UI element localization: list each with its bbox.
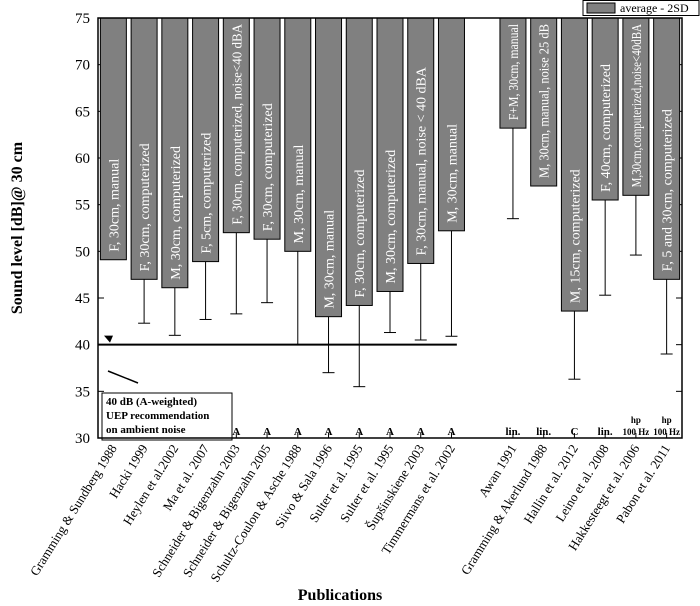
legend-label: average - 2SD (620, 1, 689, 15)
plot-frame (97, 17, 683, 439)
weighting-label: lin. (598, 426, 613, 438)
weighting-line: 100 Hz (653, 427, 680, 437)
weighting-label: A (447, 426, 455, 438)
bar-label: F, 30cm, manual (107, 159, 122, 252)
weighting-label: A (294, 426, 302, 438)
y-tick-label: 45 (75, 291, 90, 307)
y-tick-label: 55 (75, 198, 90, 214)
y-tick-label: 60 (75, 151, 90, 167)
annotation-text: UEP recommendation (106, 410, 209, 422)
weighting-label: A (386, 426, 394, 438)
bar (653, 17, 681, 280)
legend-swatch (586, 2, 616, 14)
y-tick-label: 30 (75, 431, 90, 447)
bar (253, 17, 281, 240)
bar-label: M, 30cm, manual (323, 210, 338, 309)
y-tick-label: 40 (75, 338, 90, 354)
bar (284, 17, 312, 252)
bar-label: F, 40cm, computerized (599, 64, 614, 192)
x-tick-label: Gramming & Sundberg 1988 (27, 442, 120, 579)
annotation-text: on ambient noise (106, 424, 186, 436)
x-axis-title: Publications (298, 587, 382, 604)
bar (560, 17, 588, 312)
bar-label: F, 5cm, computerized (200, 133, 215, 254)
annotation-arrow (107, 370, 139, 384)
arrow-head (104, 335, 113, 343)
bar-label: F+M, 30cm, manual (507, 24, 522, 120)
y-axis-title: Sound level [dB]@ 30 cm (9, 141, 26, 314)
bar-label: M, 30cm, computerized (169, 146, 184, 280)
bar (591, 17, 619, 201)
weighting-label: C (570, 426, 578, 438)
weighting-label: A (325, 426, 333, 438)
bar (437, 17, 465, 232)
bar-label: M, 30cm, manual (445, 124, 460, 223)
bar (192, 17, 220, 263)
bar (222, 17, 250, 234)
y-tick-label: 65 (75, 104, 90, 120)
bar-label: M, 30cm, computerized (384, 150, 399, 284)
weighting-label: A (263, 426, 271, 438)
bar-label: F, 30cm, manual, noise < 40 dBA (415, 66, 430, 255)
bar-label: F, 30cm, computerized (138, 143, 153, 271)
bar-label: M, 30cm, manual (292, 144, 307, 243)
bar (315, 17, 343, 318)
annotation-text: 40 dB (A-weighted) (106, 396, 197, 408)
bar-label: M, 15cm, computerized (568, 169, 583, 303)
weighting-label: hp 100 Hz (653, 415, 680, 437)
bar-label: F, 30cm, computerized, noise<40 dBA (230, 23, 245, 224)
y-tick-label: 75 (75, 11, 90, 27)
bar-label: M,30cm,computerized,noise<40dBA (630, 23, 645, 187)
annotation-box (101, 392, 233, 441)
y-tick-label: 70 (75, 58, 90, 74)
bar-label: F, 30cm, computerized (353, 169, 368, 297)
bar (499, 17, 527, 129)
weighting-label: A (417, 426, 425, 438)
bar-label: F, 5 and 30cm, computerized (661, 109, 676, 271)
weighting-label: lin. (505, 426, 520, 438)
weighting-line: hp (631, 415, 641, 425)
bar-label: M, 30cm, manual, noise 25 dB (538, 24, 553, 178)
bar (622, 17, 650, 196)
weighting-line: hp (662, 415, 672, 425)
weighting-label: lin. (536, 426, 551, 438)
bar-label: F, 30cm, computerized (261, 103, 276, 231)
y-tick-label: 35 (75, 384, 90, 400)
weighting-label: hp 100 Hz (623, 415, 650, 437)
weighting-label: A (355, 426, 363, 438)
y-tick-label: 50 (75, 244, 90, 260)
weighting-label: A (232, 426, 240, 438)
bar (407, 17, 435, 264)
bar (161, 17, 189, 289)
weighting-line: 100 Hz (623, 427, 650, 437)
bar (130, 17, 158, 280)
